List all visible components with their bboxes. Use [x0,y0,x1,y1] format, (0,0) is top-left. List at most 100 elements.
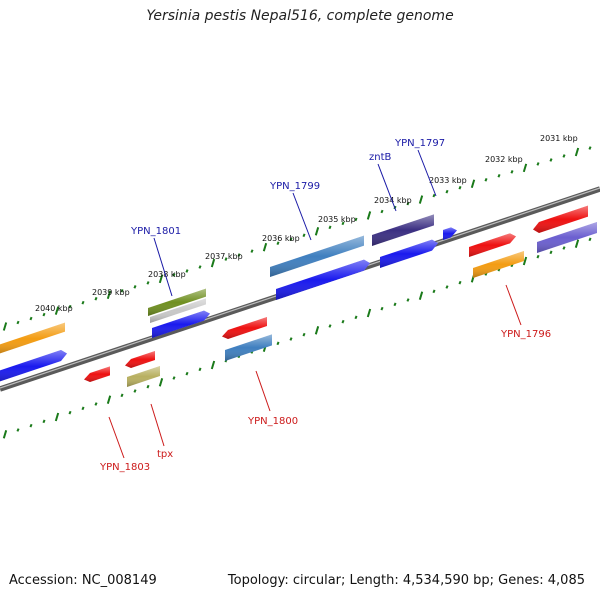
upper-track-minor-tick [289,237,293,242]
upper-track-major-tick [106,290,112,300]
lower-track-major-tick [418,291,424,300]
gene-label: YPN_1796 [500,329,551,340]
lower-track-minor-tick [94,402,98,406]
upper-track-major-tick [262,242,268,252]
gene-label: tpx [157,449,173,460]
lower-track-minor-tick [172,376,176,380]
lower-track-minor-tick [549,250,553,255]
f-orange-left-shading [0,322,65,354]
lower-track-minor-tick [133,389,137,393]
upper-track-minor-tick [354,217,358,222]
upper-track-major-tick [158,274,164,284]
tick-label: 2039 kbp [92,288,130,297]
upper-track-minor-tick [510,170,514,174]
tick-label: 2038 kbp [148,270,186,279]
accession-text: Accession: NC_008149 [9,573,157,588]
upper-track-minor-tick [276,241,280,246]
f-olive-1801-shading [148,288,206,316]
lower-track-minor-tick [29,423,33,428]
lower-track-minor-tick [406,298,410,302]
lower-track-minor-tick [146,384,150,389]
lower-track-minor-tick [393,302,397,307]
lower-track-minor-tick [380,306,384,311]
upper-track-minor-tick [484,177,488,182]
upper-track-minor-tick [302,233,306,238]
lower-track-minor-tick [16,428,20,432]
upper-track-minor-tick [172,273,176,277]
f-steel-1800-shading [225,334,272,361]
gene-label: zntB [369,152,392,163]
upper-dotted-track [2,146,592,331]
gene-label: YPN_1801 [130,226,181,237]
upper-track-major-tick [418,195,424,204]
lower-track-minor-tick [120,393,124,398]
upper-track-major-tick [470,179,476,189]
lower-track-major-tick [210,360,216,370]
upper-track-minor-tick [328,225,332,230]
lower-track-minor-tick [198,367,202,372]
lower-track-major-tick [2,430,8,439]
lower-track-minor-tick [432,289,436,294]
upper-track-major-tick [54,306,60,315]
lower-track-minor-tick [588,237,592,242]
upper-track-minor-tick [536,162,540,166]
gene-label: YPN_1797 [394,138,445,149]
upper-track-minor-tick [445,189,449,194]
lower-track-minor-tick [185,371,189,376]
tick-label: 2037 kbp [205,252,243,261]
leader-line [377,163,397,212]
lower-track-major-tick [106,395,112,404]
gene-label: YPN_1803 [99,462,150,473]
lower-track-major-tick [366,308,372,318]
upper-track-major-tick [522,163,528,173]
gene-label: YPN_1799 [269,181,320,192]
genome-stats-text: Topology: circular; Length: 4,534,590 bp… [227,573,585,588]
tick-label: 2033 kbp [429,176,467,185]
leader-line [150,403,165,447]
lower-track-major-tick [522,256,528,266]
upper-track-minor-tick [185,269,189,273]
upper-track-major-tick [2,322,8,331]
upper-track-minor-tick [81,300,85,305]
leader-line [255,370,271,412]
lower-track-minor-tick [458,280,462,285]
upper-track-minor-tick [380,209,384,214]
upper-track-minor-tick [458,185,462,190]
lower-track-minor-tick [341,319,345,324]
upper-track-major-tick [366,211,372,220]
lower-track-minor-tick [328,324,332,328]
upper-track-minor-tick [29,316,33,321]
f-blue-small-shading [443,227,457,240]
map-title: Yersinia pestis Nepal516, complete genom… [146,8,454,24]
upper-track-minor-tick [432,193,436,198]
f-red-tpx-arrow-shading [125,351,155,368]
f-purple-zntb-shading [372,214,434,246]
f-red-1796-shading [469,233,516,257]
upper-track-major-tick [574,147,580,157]
tick-label: 2035 kbp [318,215,356,224]
upper-track-minor-tick [224,257,228,261]
tick-label: 2032 kbp [485,155,523,164]
f-blue-zntb-shading [380,239,438,268]
upper-track-minor-tick [94,296,98,301]
leader-line [153,237,173,297]
f-gray-1801-shading [150,298,206,323]
upper-track-major-tick [210,258,216,268]
upper-track-minor-tick [237,253,241,257]
leader-line [108,416,125,459]
lower-track-minor-tick [445,285,449,289]
lower-track-minor-tick [536,254,540,259]
upper-track-major-tick [314,227,320,236]
upper-track-minor-tick [146,281,150,285]
tick-label: 2031 kbp [540,134,578,143]
lower-track-minor-tick [302,332,306,337]
upper-track-minor-tick [549,158,553,162]
tick-label-layer: 2031 kbp 2032 kbp 2033 kbp 2034 kbp 2035 kbp… [35,134,578,313]
tick-label: 2034 kbp [374,196,412,205]
lower-track-major-tick [314,326,320,335]
f-violet-right-shading [537,222,597,253]
lower-track-minor-tick [289,337,293,341]
f-khaki-tpx-shading [127,366,160,387]
